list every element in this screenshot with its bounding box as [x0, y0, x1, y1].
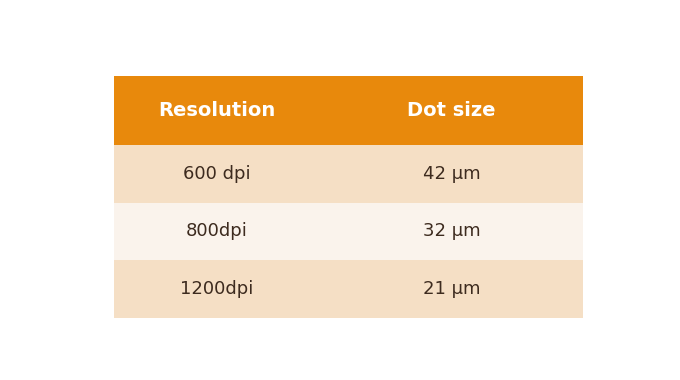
Bar	[114, 203, 583, 260]
Text: Dot size: Dot size	[407, 101, 496, 120]
Bar	[114, 76, 583, 145]
Text: 32 μm: 32 μm	[423, 222, 481, 241]
Text: 600 dpi: 600 dpi	[184, 165, 251, 183]
Text: 21 μm: 21 μm	[423, 280, 481, 298]
Bar	[114, 260, 583, 318]
Text: 1200dpi: 1200dpi	[180, 280, 254, 298]
Text: Resolution: Resolution	[158, 101, 276, 120]
Text: 42 μm: 42 μm	[423, 165, 481, 183]
Text: 800dpi: 800dpi	[186, 222, 248, 241]
Bar	[114, 145, 583, 203]
